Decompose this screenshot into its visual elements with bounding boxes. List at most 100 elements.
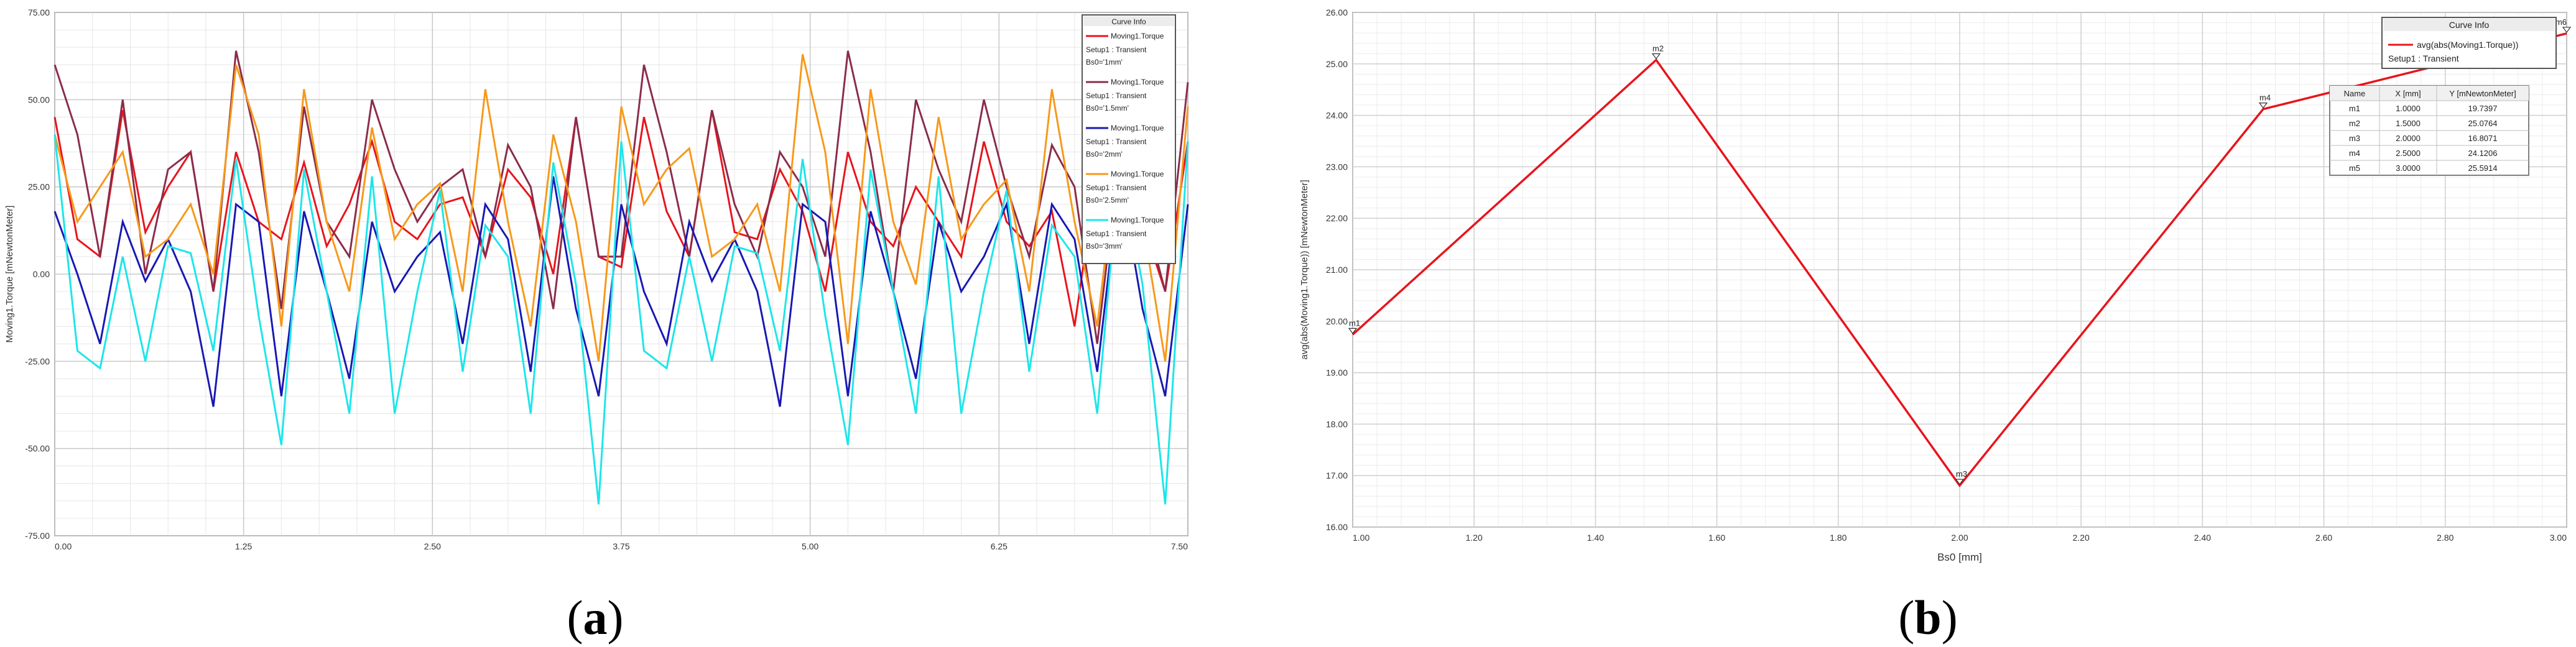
chart-b-x-tick-label: 2.80 [2437,533,2453,543]
chart-b-legend[interactable]: Curve Info avg(abs(Moving1.Torque)) Setu… [2381,17,2557,69]
chart-a-series-group [53,50,1189,505]
chart-b-y-tick-label: 25.00 [1326,59,1348,69]
chart-a-legend-param: Bs0='1.5mm' [1086,104,1129,112]
chart-b-marker-table-cell: 2.0000 [2396,134,2421,143]
chart-b-x-ticks: 1.00 1.20 1.40 1.60 1.80 2.00 2.20 2.40 2.60 2.80… [1353,533,2567,543]
chart-b-y-tick-label: 16.00 [1326,522,1348,532]
chart-a-x-tick-label: 2.50 [424,541,441,551]
chart-b-x-tick-label: 1.40 [1587,533,1604,543]
chart-a-legend-param: Bs0='1mm' [1086,58,1123,67]
chart-a-legend-setup: Setup1 : Transient [1086,229,1147,238]
chart-b-x-tick-label: 1.20 [1466,533,1483,543]
chart-a-legend-param: Bs0='2mm' [1086,150,1123,158]
chart-b-marker-table-cell: 1.0000 [2396,104,2421,113]
chart-b-series-group: m1 m2 m3 m4 m6 [1348,17,2572,488]
chart-a-y-axis-label: Moving1.Torque [mNewtonMeter] [4,206,15,343]
caption-a: (a) [567,590,624,645]
chart-a-x-tick-label: 0.00 [55,541,72,551]
chart-b: 26.00 25.00 24.00 23.00 22.00 21.00 20.00 19.00… [1299,7,2572,563]
chart-a-legend-setup: Setup1 : Transient [1086,91,1147,100]
chart-a-x-tick-label: 1.25 [235,541,252,551]
chart-a-series-line-2 [53,50,1189,344]
chart-a-series-line-5 [53,134,1189,505]
chart-a-legend-series-name: Moving1.Torque [1111,32,1164,40]
chart-a-x-tick-label: 5.00 [802,541,818,551]
chart-a-legend-series-name: Moving1.Torque [1111,216,1164,224]
chart-a-legend-setup: Setup1 : Transient [1086,137,1147,146]
chart-b-marker-table-cell: 16.8071 [2468,134,2498,143]
chart-a-x-tick-label: 3.75 [613,541,629,551]
chart-b-marker-table[interactable]: Name X [mm] Y [mNewtonMeter] m1 1.0000 19.739… [2329,85,2529,176]
chart-b-marker-label: m2 [1652,44,1664,53]
chart-a-legend-items: Moving1.Torque Setup1 : Transient Bs0='1mm… [1086,32,1164,250]
chart-b-x-tick-label: 2.60 [2315,533,2332,543]
chart-b-marker-table-cell: m4 [2349,149,2360,158]
chart-a-legend[interactable]: Curve Info Moving1.Torque Setup1 : Transi… [1082,14,1176,264]
chart-b-x-tick-label: 1.60 [1708,533,1725,543]
chart-a-y-tick-label: 0.00 [33,269,50,279]
chart-b-x-tick-label: 1.80 [1830,533,1846,543]
chart-b-x-tick-label: 3.00 [2550,533,2567,543]
chart-b-marker-triangle[interactable] [1348,328,1358,334]
chart-b-marker-table-cell: 2.5000 [2396,149,2421,158]
chart-b-marker-triangle[interactable] [2562,27,2572,33]
chart-b-marker-label: m1 [1349,318,1360,328]
chart-a-x-ticks: 0.00 1.25 2.50 3.75 5.00 6.25 7.50 [55,541,1188,551]
chart-a-y-tick-label: 75.00 [28,7,50,17]
chart-a-legend-series-name: Moving1.Torque [1111,124,1164,132]
chart-b-y-ticks: 26.00 25.00 24.00 23.00 22.00 21.00 20.00 19.00… [1326,7,1348,532]
chart-b-legend-series-name: avg(abs(Moving1.Torque)) [2417,40,2518,50]
chart-a-legend-series-name: Moving1.Torque [1111,170,1164,178]
chart-a-series-line-1 [53,109,1189,327]
chart-b-marker-triangle[interactable] [1651,53,1661,60]
chart-b-series-line [1351,32,2567,488]
chart-a-x-tick-label: 6.25 [991,541,1008,551]
chart-b-y-tick-label: 21.00 [1326,265,1348,275]
chart-b-x-tick-label: 2.40 [2194,533,2211,543]
chart-b-legend-setup: Setup1 : Transient [2388,53,2459,63]
chart-b-y-tick-label: 22.00 [1326,213,1348,223]
chart-a-legend-setup: Setup1 : Transient [1086,45,1147,54]
chart-b-marker-table-header: Y [mNewtonMeter] [2449,89,2516,98]
chart-a-y-ticks: 75.00 50.00 25.00 0.00 -25.00 -50.00 -75.00 [25,7,50,541]
chart-b-marker-table-cell: m3 [2349,134,2360,143]
chart-b-y-tick-label: 26.00 [1326,7,1348,17]
chart-b-marker-triangle[interactable] [1955,479,1965,485]
chart-b-legend-title: Curve Info [2449,20,2490,30]
chart-b-marker-table-cell: m5 [2349,163,2360,173]
caption-a-letter: a [583,590,608,645]
chart-b-marker-table-cell: 24.1206 [2468,149,2498,158]
chart-b-x-tick-label: 2.00 [1951,533,1968,543]
chart-a: 75.00 50.00 25.00 0.00 -25.00 -50.00 -75.00 0.… [0,0,1191,551]
chart-a-legend-box [1082,14,1176,264]
chart-b-y-tick-label: 17.00 [1326,470,1348,480]
chart-a-series-line-4 [53,54,1189,362]
chart-a-legend-series-name: Moving1.Torque [1111,78,1164,86]
chart-b-marker-triangle[interactable] [2258,103,2268,109]
chart-b-y-tick-label: 18.00 [1326,419,1348,429]
chart-a-legend-param: Bs0='3mm' [1086,242,1123,250]
chart-b-marker-table-header: X [mm] [2395,89,2421,98]
caption-b: (b) [1898,590,1957,645]
chart-b-marker-table-header: Name [2344,89,2366,98]
chart-b-x-tick-label: 1.00 [1353,533,1369,543]
chart-b-marker-label: m4 [2259,93,2271,103]
chart-b-marker-table-cell: m1 [2349,104,2360,113]
chart-b-marker-label: m3 [1956,469,1967,479]
chart-b-x-tick-label: 2.20 [2073,533,2090,543]
caption-b-letter: b [1914,590,1941,645]
chart-b-y-tick-label: 23.00 [1326,162,1348,172]
chart-b-y-tick-label: 20.00 [1326,316,1348,326]
chart-b-marker-table-cell: 1.5000 [2396,119,2421,128]
chart-b-marker-table-header-bg [2330,86,2529,101]
chart-b-legend-header [2383,19,2555,31]
chart-b-y-tick-label: 24.00 [1326,111,1348,121]
chart-a-y-tick-label: -50.00 [25,444,50,454]
chart-a-x-tick-label: 7.50 [1171,541,1188,551]
chart-a-legend-setup: Setup1 : Transient [1086,183,1147,192]
chart-a-y-tick-label: -75.00 [25,531,50,541]
chart-a-legend-header [1083,16,1174,26]
chart-b-marker-table-cell: 19.7397 [2468,104,2498,113]
chart-b-marker-table-cell: 25.0764 [2468,119,2498,128]
